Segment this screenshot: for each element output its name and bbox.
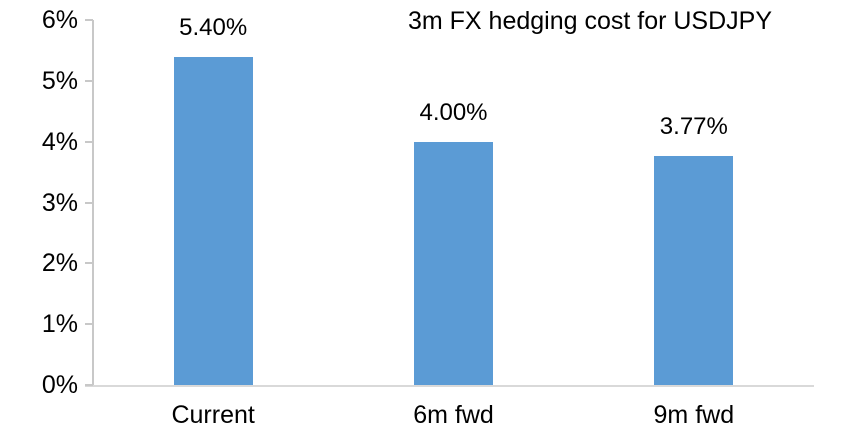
- chart-title: 3m FX hedging cost for USDJPY: [407, 7, 773, 35]
- y-axis-tick-label: 2%: [41, 249, 78, 278]
- y-axis-tick-mark: [85, 262, 93, 265]
- x-axis-category-label-6m-fwd: 6m fwd: [413, 401, 494, 429]
- y-axis-tick-label: 5%: [41, 66, 78, 95]
- y-axis-tick-label: 0%: [41, 371, 78, 399]
- y-axis-tick-mark: [85, 201, 93, 204]
- y-axis-tick-label: 3%: [41, 188, 78, 217]
- y-axis-tick-mark: [85, 140, 93, 143]
- y-axis-tick-mark: [85, 19, 93, 21]
- y-axis-tick-mark: [85, 384, 93, 386]
- bar-current: [173, 56, 253, 385]
- y-axis-tick-label: 1%: [41, 310, 78, 339]
- bar-6m-fwd: [414, 141, 493, 385]
- y-axis-tick-mark: [85, 323, 93, 326]
- bar-value-label-current: 5.40%: [179, 13, 248, 41]
- bar-9m-fwd: [654, 155, 734, 385]
- y-axis-tick-mark: [85, 79, 93, 82]
- x-axis-line: [85, 385, 814, 387]
- x-axis-category-label-current: Current: [171, 401, 255, 429]
- bar-value-label-9m-fwd: 3.77%: [659, 112, 728, 140]
- bar-value-label-6m-fwd: 4.00%: [419, 98, 488, 126]
- y-axis-tick-label: 6%: [41, 6, 78, 34]
- y-axis-line: [92, 20, 94, 386]
- x-axis-category-label-9m-fwd: 9m fwd: [653, 401, 735, 429]
- y-axis-tick-label: 4%: [41, 127, 78, 156]
